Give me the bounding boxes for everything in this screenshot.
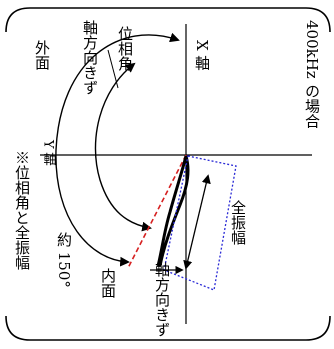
svg-text:400kHz の場合: 400kHz の場合 (303, 20, 321, 129)
phase-angle-arc-outer (55, 32, 180, 267)
phase-line (127, 154, 187, 269)
outer-surface-label: 外面 (33, 40, 51, 70)
svg-text:Y 軸: Y 軸 (41, 139, 57, 167)
phase-angle-arc-inner (94, 62, 152, 232)
svg-text:内面: 内面 (99, 268, 117, 298)
svg-text:※位相角と全振幅: ※位相角と全振幅 (13, 150, 31, 270)
svg-text:約 150°: 約 150° (55, 232, 73, 288)
amplitude-box (163, 155, 237, 291)
phase-angle-leader (107, 49, 119, 89)
svg-text:軸方向きず: 軸方向きず (153, 262, 171, 337)
svg-text:X 軸: X 軸 (193, 40, 211, 71)
full-amplitude-label: 全振幅 (229, 199, 247, 245)
frame-bracket-top (5, 7, 331, 33)
svg-text:全振幅: 全振幅 (229, 199, 247, 245)
amplitude-arrow (183, 174, 211, 270)
inner-flaw-direction-label: 軸方向きず (153, 262, 171, 337)
svg-text:外面: 外面 (33, 40, 51, 70)
frame-bracket-bottom (5, 315, 331, 341)
svg-text:軸方向きず: 軸方向きず (81, 20, 99, 95)
frequency-caption: 400kHz の場合 (303, 20, 321, 129)
flaw-signal-trace (156, 155, 190, 267)
svg-text:位相角: 位相角 (116, 26, 134, 72)
phase-angle-label: 位相角 (116, 26, 134, 72)
x-axis-label: X 軸 (193, 40, 211, 71)
y-axis-label: Y 軸 (41, 139, 57, 167)
approx-angle-label: 約 150° (55, 232, 73, 288)
outer-flaw-direction-label: 軸方向きず (81, 20, 99, 95)
title-label: ※位相角と全振幅 (13, 150, 31, 270)
inner-surface-label: 内面 (99, 268, 117, 298)
